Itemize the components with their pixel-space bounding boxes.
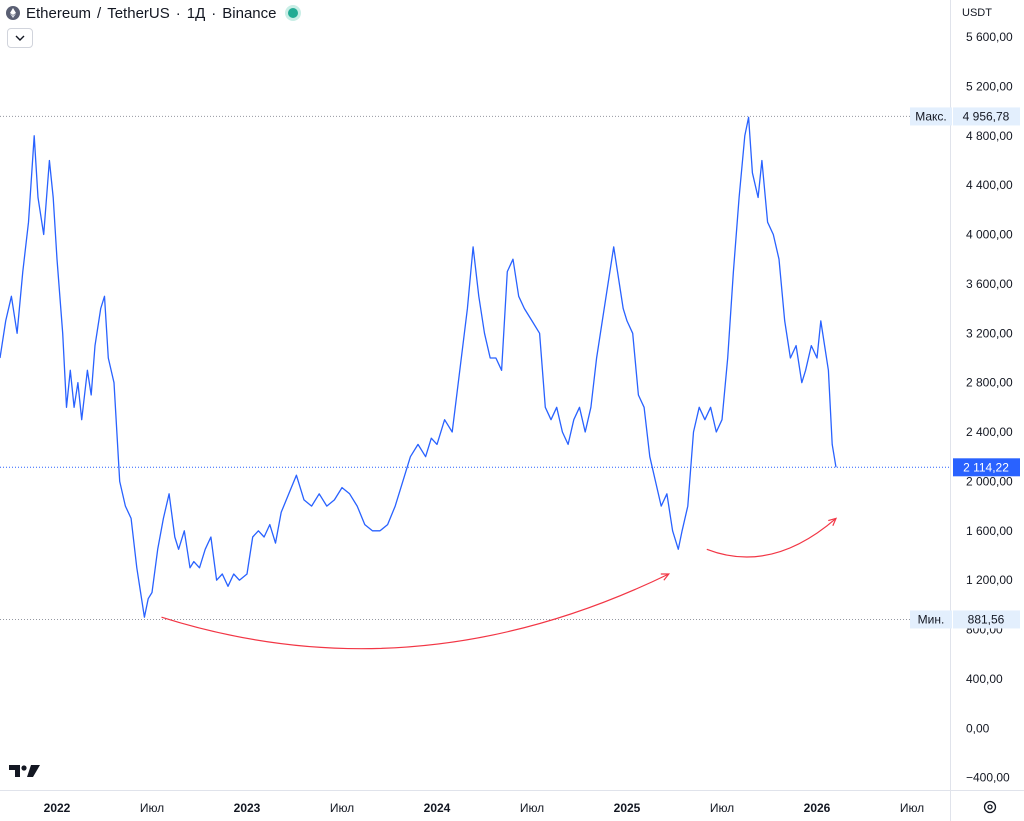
y-tick-label: 4 800,00 <box>966 129 1013 143</box>
y-tick-label: 4 000,00 <box>966 228 1013 242</box>
max-marker-label: Макс. <box>915 109 947 123</box>
x-tick-label: 2023 <box>234 801 261 815</box>
currency-selector[interactable]: USDT <box>962 7 992 19</box>
min-marker-value-bg <box>953 610 1020 629</box>
x-tick-label: 2025 <box>614 801 641 815</box>
y-tick-label: 3 200,00 <box>966 326 1013 340</box>
y-tick-label: 2 800,00 <box>966 376 1013 390</box>
min-marker-value: 881,56 <box>968 612 1005 626</box>
max-marker-value: 4 956,78 <box>963 109 1010 123</box>
trend-arrow-head <box>660 573 671 581</box>
tradingview-logo-icon <box>9 765 40 777</box>
price-series-line[interactable] <box>0 116 837 618</box>
market-status-dot-icon <box>288 8 299 18</box>
collapse-legend-button[interactable] <box>7 28 33 48</box>
interval-label[interactable]: 1Д <box>186 4 206 22</box>
last-price-marker-value-bg <box>953 458 1020 477</box>
x-tick-label: Июл <box>330 801 354 815</box>
y-tick-label: 5 200,00 <box>966 79 1013 93</box>
symbol-name[interactable]: Ethereum <box>26 4 92 22</box>
x-tick-label: 2026 <box>804 801 831 815</box>
gear-icon[interactable] <box>982 799 998 815</box>
header-sep-2: · <box>211 4 217 22</box>
x-tick-label: Июл <box>900 801 924 815</box>
x-tick-label: Июл <box>140 801 164 815</box>
y-tick-label: 400,00 <box>966 672 1003 686</box>
header-sep-1: · <box>175 4 181 22</box>
y-tick-label: 5 600,00 <box>966 30 1013 44</box>
y-tick-label: 2 400,00 <box>966 425 1013 439</box>
y-tick-label: 2 000,00 <box>966 474 1013 488</box>
y-tick-label: 3 600,00 <box>966 277 1013 291</box>
trend-arrow-head <box>828 517 838 527</box>
max-marker-value-bg <box>953 107 1020 126</box>
y-tick-label: 1 200,00 <box>966 573 1013 587</box>
x-tick-label: Июл <box>520 801 544 815</box>
trend-arrow[interactable] <box>706 517 837 558</box>
ethereum-coin-icon <box>6 6 20 20</box>
x-tick-label: 2022 <box>44 801 71 815</box>
y-tick-label: 1 600,00 <box>966 524 1013 538</box>
symbol-separator: / <box>97 4 102 22</box>
quote-name[interactable]: TetherUS <box>107 4 170 22</box>
y-tick-label: −400,00 <box>966 771 1010 785</box>
exchange-label[interactable]: Binance <box>222 4 277 22</box>
last-price-marker-value: 2 114,22 <box>963 460 1009 474</box>
min-marker-label: Мин. <box>918 612 945 626</box>
x-tick-label: Июл <box>710 801 734 815</box>
max-marker-label-bg <box>910 107 952 126</box>
chart-header[interactable]: Ethereum / TetherUS · 1Д · Binance <box>6 3 299 23</box>
y-tick-label: 4 400,00 <box>966 178 1013 192</box>
min-marker-label-bg <box>910 610 952 629</box>
trend-arrow[interactable] <box>161 573 670 650</box>
chevron-down-icon <box>15 35 25 41</box>
x-tick-label: 2024 <box>424 801 451 815</box>
y-tick-label: 0,00 <box>966 721 990 735</box>
